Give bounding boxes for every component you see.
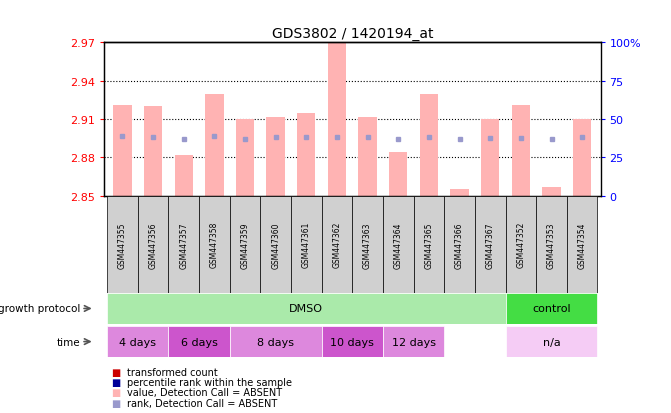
Text: rank, Detection Call = ABSENT: rank, Detection Call = ABSENT bbox=[127, 398, 278, 408]
Text: 6 days: 6 days bbox=[180, 337, 217, 347]
Text: 8 days: 8 days bbox=[257, 337, 294, 347]
Bar bbox=[352, 196, 383, 293]
Bar bbox=[542, 187, 561, 196]
Text: GSM447357: GSM447357 bbox=[179, 221, 188, 268]
Bar bbox=[236, 120, 254, 196]
Bar bbox=[413, 196, 444, 293]
Bar bbox=[174, 155, 193, 196]
Bar bbox=[205, 94, 223, 196]
Text: 10 days: 10 days bbox=[330, 337, 374, 347]
Text: GSM447365: GSM447365 bbox=[424, 221, 433, 268]
Text: GSM447355: GSM447355 bbox=[118, 221, 127, 268]
Bar bbox=[199, 196, 229, 293]
Text: growth protocol: growth protocol bbox=[0, 304, 81, 314]
Text: value, Detection Call = ABSENT: value, Detection Call = ABSENT bbox=[127, 387, 282, 397]
Text: GSM447360: GSM447360 bbox=[271, 221, 280, 268]
Bar bbox=[505, 196, 536, 293]
Bar bbox=[229, 196, 260, 293]
Bar bbox=[297, 114, 315, 196]
Bar bbox=[229, 326, 321, 357]
Bar bbox=[475, 196, 505, 293]
Text: GSM447361: GSM447361 bbox=[302, 221, 311, 268]
Text: percentile rank within the sample: percentile rank within the sample bbox=[127, 377, 293, 387]
Text: GSM447354: GSM447354 bbox=[578, 221, 586, 268]
Bar bbox=[536, 196, 567, 293]
Bar bbox=[107, 326, 168, 357]
Text: ■: ■ bbox=[111, 387, 120, 397]
Title: GDS3802 / 1420194_at: GDS3802 / 1420194_at bbox=[272, 27, 433, 41]
Text: time: time bbox=[57, 337, 81, 347]
Bar bbox=[327, 43, 346, 196]
Bar bbox=[266, 117, 285, 196]
Text: transformed count: transformed count bbox=[127, 367, 218, 377]
Bar bbox=[512, 106, 530, 196]
Bar bbox=[383, 196, 413, 293]
Text: GSM447367: GSM447367 bbox=[486, 221, 495, 268]
Text: ■: ■ bbox=[111, 377, 120, 387]
Bar bbox=[505, 293, 597, 324]
Text: GSM447363: GSM447363 bbox=[363, 221, 372, 268]
Bar bbox=[450, 190, 469, 196]
Bar bbox=[444, 196, 475, 293]
Text: GSM447352: GSM447352 bbox=[517, 221, 525, 268]
Bar bbox=[138, 196, 168, 293]
Bar bbox=[358, 117, 377, 196]
Text: DMSO: DMSO bbox=[289, 304, 323, 314]
Text: GSM447353: GSM447353 bbox=[547, 221, 556, 268]
Bar bbox=[573, 120, 591, 196]
Text: GSM447364: GSM447364 bbox=[394, 221, 403, 268]
Text: GSM447362: GSM447362 bbox=[332, 221, 342, 268]
Text: GSM447358: GSM447358 bbox=[210, 221, 219, 268]
Bar bbox=[107, 196, 138, 293]
Bar bbox=[505, 326, 597, 357]
Text: GSM447359: GSM447359 bbox=[240, 221, 250, 268]
Text: 12 days: 12 days bbox=[392, 337, 435, 347]
Text: ■: ■ bbox=[111, 367, 120, 377]
Text: control: control bbox=[532, 304, 571, 314]
Bar bbox=[389, 153, 407, 196]
Bar bbox=[383, 326, 444, 357]
Text: ■: ■ bbox=[111, 398, 120, 408]
Bar bbox=[291, 196, 321, 293]
Bar bbox=[168, 196, 199, 293]
Text: GSM447356: GSM447356 bbox=[148, 221, 158, 268]
Text: 4 days: 4 days bbox=[119, 337, 156, 347]
Bar bbox=[481, 120, 499, 196]
Bar bbox=[567, 196, 597, 293]
Bar bbox=[321, 326, 383, 357]
Bar bbox=[107, 293, 505, 324]
Bar bbox=[419, 94, 438, 196]
Bar bbox=[260, 196, 291, 293]
Bar bbox=[113, 106, 132, 196]
Bar bbox=[144, 107, 162, 196]
Text: GSM447366: GSM447366 bbox=[455, 221, 464, 268]
Bar bbox=[321, 196, 352, 293]
Text: n/a: n/a bbox=[543, 337, 560, 347]
Bar bbox=[168, 326, 229, 357]
